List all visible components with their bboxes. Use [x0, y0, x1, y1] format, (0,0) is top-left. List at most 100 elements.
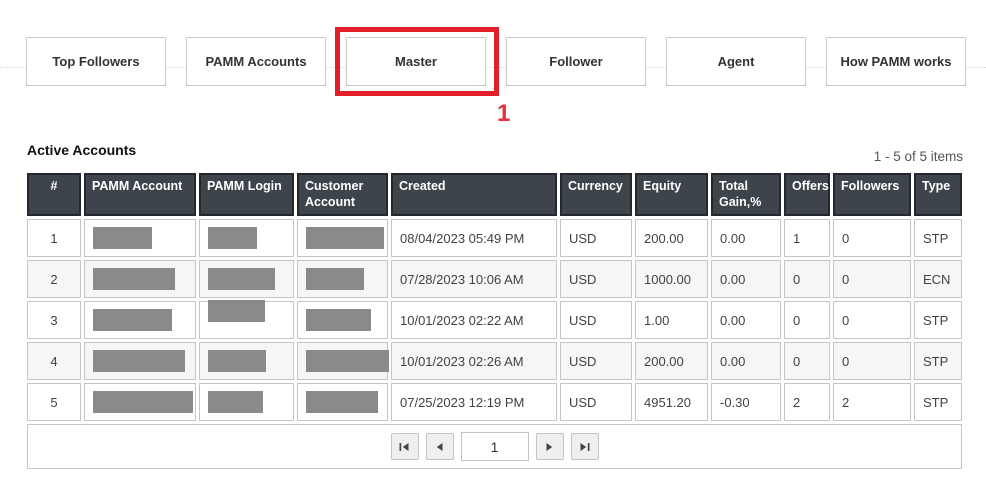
- cell-index: 4: [27, 342, 81, 381]
- redacted-value: [208, 300, 265, 323]
- section-title: Active Accounts: [27, 142, 137, 158]
- page-number-input[interactable]: [460, 432, 529, 462]
- cell-index: 1: [27, 219, 81, 258]
- cell-currency: USD: [560, 260, 632, 299]
- cell-followers: 0: [833, 219, 911, 258]
- cell-total-gain: 0.00: [711, 342, 781, 381]
- col-header-type: Type: [914, 173, 962, 217]
- pager-row: [27, 424, 962, 470]
- next-page-icon: [546, 442, 553, 451]
- cell-total-gain: -0.30: [711, 383, 781, 422]
- cell-pamm-login: [199, 300, 294, 340]
- tab-pamm-accounts[interactable]: PAMM Accounts: [186, 37, 326, 86]
- cell-type: ECN: [914, 260, 962, 299]
- tab-how-pamm-works[interactable]: How PAMM works: [826, 37, 966, 86]
- col-header-pamm-account: PAMM Account: [84, 173, 196, 217]
- col-header-followers: Followers: [833, 173, 911, 217]
- cell-followers: 2: [833, 383, 911, 422]
- cell-equity: 4951.20: [635, 383, 708, 422]
- table-row: 2 07/28/2023 10:06 AM USD 1000.00 0.00 0…: [27, 260, 962, 299]
- redacted-value: [306, 227, 384, 250]
- col-header-customer-account: Customer Account: [297, 173, 388, 217]
- annotation-step-number: 1: [497, 100, 511, 127]
- cell-currency: USD: [560, 301, 632, 340]
- redacted-value: [306, 268, 364, 291]
- cell-type: STP: [914, 301, 962, 340]
- col-header-offers: Offers: [784, 173, 830, 217]
- first-page-button[interactable]: [390, 433, 419, 461]
- redacted-value: [208, 268, 275, 291]
- table-row: 1 08/04/2023 05:49 PM USD 200.00 0.00 1 …: [27, 219, 962, 258]
- cell-index: 5: [27, 383, 81, 422]
- cell-created: 10/01/2023 02:26 AM: [391, 342, 557, 381]
- pager-container: [27, 424, 962, 470]
- cell-followers: 0: [833, 260, 911, 299]
- first-page-icon: [399, 442, 409, 451]
- cell-followers: 0: [833, 342, 911, 381]
- cell-type: STP: [914, 342, 962, 381]
- cell-offers: 0: [784, 342, 830, 381]
- col-header-equity: Equity: [635, 173, 708, 217]
- redacted-value: [306, 309, 371, 332]
- col-header-pamm-login: PAMM Login: [199, 173, 294, 217]
- cell-pamm-login: [199, 219, 294, 258]
- redacted-value: [208, 227, 257, 250]
- cell-created: 08/04/2023 05:49 PM: [391, 219, 557, 258]
- tab-master[interactable]: Master: [346, 37, 486, 86]
- active-accounts-table: # PAMM Account PAMM Login Customer Accou…: [24, 170, 965, 472]
- cell-pamm-account: [84, 219, 196, 258]
- table-row: 4 10/01/2023 02:26 AM USD 200.00 0.00 0 …: [27, 342, 962, 381]
- cell-offers: 0: [784, 260, 830, 299]
- cell-total-gain: 0.00: [711, 301, 781, 340]
- cell-customer-account: [297, 301, 388, 340]
- cell-pamm-login: [199, 342, 294, 381]
- cell-equity: 200.00: [635, 342, 708, 381]
- redacted-value: [93, 391, 193, 414]
- dotted-divider: [0, 67, 986, 68]
- redacted-value: [306, 350, 389, 373]
- redacted-value: [208, 391, 263, 414]
- cell-offers: 2: [784, 383, 830, 422]
- tab-agent[interactable]: Agent: [666, 37, 806, 86]
- items-count-summary: 1 - 5 of 5 items: [873, 149, 963, 164]
- cell-pamm-account: [84, 383, 196, 422]
- previous-page-button[interactable]: [425, 433, 454, 461]
- cell-pamm-account: [84, 301, 196, 340]
- cell-currency: USD: [560, 383, 632, 422]
- col-header-index: #: [27, 173, 81, 217]
- cell-created: 10/01/2023 02:22 AM: [391, 301, 557, 340]
- tab-top-followers[interactable]: Top Followers: [26, 37, 166, 86]
- next-page-button[interactable]: [535, 433, 564, 461]
- redacted-value: [93, 268, 175, 291]
- cell-created: 07/25/2023 12:19 PM: [391, 383, 557, 422]
- redacted-value: [306, 391, 378, 414]
- cell-pamm-account: [84, 260, 196, 299]
- last-page-button[interactable]: [570, 433, 599, 461]
- cell-index: 2: [27, 260, 81, 299]
- table-row: 5 07/25/2023 12:19 PM USD 4951.20 -0.30 …: [27, 383, 962, 422]
- cell-followers: 0: [833, 301, 911, 340]
- cell-offers: 1: [784, 219, 830, 258]
- cell-customer-account: [297, 342, 389, 381]
- cell-pamm-account: [84, 342, 196, 381]
- tab-follower[interactable]: Follower: [506, 37, 646, 86]
- cell-currency: USD: [560, 342, 632, 381]
- cell-total-gain: 0.00: [711, 219, 781, 258]
- redacted-value: [208, 350, 266, 373]
- redacted-value: [93, 309, 172, 332]
- cell-customer-account: [297, 219, 388, 258]
- previous-page-icon: [436, 442, 443, 451]
- cell-currency: USD: [560, 219, 632, 258]
- redacted-value: [93, 350, 185, 373]
- cell-equity: 1.00: [635, 301, 708, 340]
- header-row: # PAMM Account PAMM Login Customer Accou…: [27, 173, 962, 217]
- cell-customer-account: [297, 383, 388, 422]
- cell-equity: 200.00: [635, 219, 708, 258]
- table-row: 3 10/01/2023 02:22 AM USD 1.00 0.00 0 0 …: [27, 300, 962, 340]
- cell-total-gain: 0.00: [711, 260, 781, 299]
- cell-type: STP: [914, 219, 962, 258]
- cell-type: STP: [914, 383, 962, 422]
- last-page-icon: [580, 442, 590, 451]
- cell-pamm-login: [199, 383, 294, 422]
